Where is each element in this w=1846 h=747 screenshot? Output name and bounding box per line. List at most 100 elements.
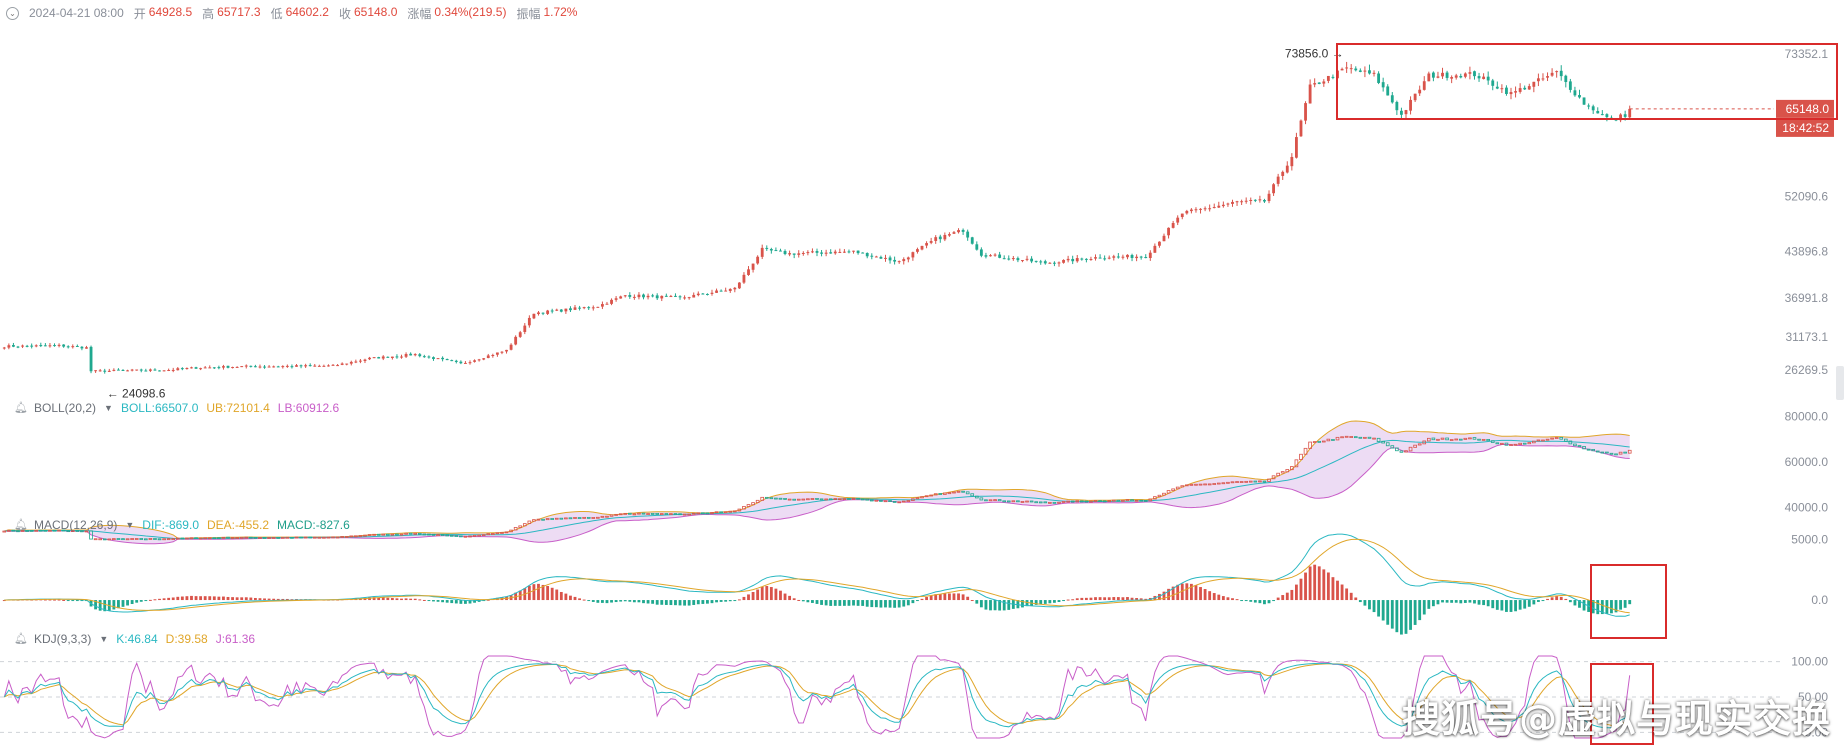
boll-candle bbox=[358, 535, 363, 537]
macd-bar bbox=[546, 586, 550, 601]
macd-bar bbox=[231, 597, 234, 601]
candle-body bbox=[1619, 114, 1623, 121]
candle-body bbox=[555, 309, 559, 311]
macd-bar bbox=[1281, 595, 1285, 601]
macd-bar bbox=[199, 596, 203, 601]
boll-candle bbox=[221, 536, 226, 539]
candle-body bbox=[1390, 95, 1394, 103]
macd-bar bbox=[240, 597, 244, 601]
candle-body bbox=[1240, 201, 1244, 203]
boll-candle bbox=[933, 493, 938, 496]
axis-tick-label: 100.00 bbox=[1791, 655, 1828, 669]
candle-body bbox=[1011, 258, 1015, 260]
macd-bar bbox=[623, 600, 627, 602]
candle-body bbox=[1463, 73, 1467, 77]
macd-bar bbox=[1208, 591, 1212, 601]
kdj-panel bbox=[3, 655, 1631, 739]
macd-bar bbox=[235, 597, 239, 601]
boll-candle bbox=[1317, 440, 1322, 443]
bell-icon[interactable]: 🔔︎ bbox=[14, 633, 28, 645]
boll-candle bbox=[1408, 446, 1413, 452]
candle-body bbox=[418, 354, 422, 357]
boll-candle bbox=[952, 491, 956, 494]
macd-bar bbox=[1126, 597, 1129, 601]
candle-body bbox=[952, 232, 956, 234]
boll-candle bbox=[1175, 486, 1180, 490]
candle-body bbox=[121, 369, 125, 371]
boll-candle bbox=[80, 530, 84, 533]
macd-bar bbox=[1345, 588, 1349, 601]
bell-icon[interactable]: 🔔︎ bbox=[14, 402, 28, 414]
dropdown-icon[interactable]: ▼ bbox=[104, 403, 113, 413]
macd-bar bbox=[190, 595, 193, 601]
side-scroll-handle[interactable] bbox=[1836, 366, 1844, 400]
macd-bar bbox=[550, 587, 554, 601]
macd-bar bbox=[865, 600, 869, 607]
axis-tick-label: 60000.0 bbox=[1785, 455, 1829, 469]
boll-candle bbox=[815, 497, 819, 500]
boll-candle bbox=[500, 532, 504, 534]
macd-bar bbox=[637, 600, 641, 603]
candle-body bbox=[1121, 256, 1125, 258]
candle-body bbox=[217, 367, 221, 369]
boll-candle bbox=[1486, 439, 1490, 442]
macd-legend: 🔔︎ MACD(12,26,9) ▼ DIF:-869.0 DEA:-455.2… bbox=[14, 518, 350, 532]
macd-bar bbox=[43, 599, 47, 601]
boll-candle bbox=[1445, 437, 1449, 441]
macd-bar bbox=[1043, 600, 1047, 604]
candle-body bbox=[975, 244, 979, 250]
candle-body bbox=[354, 361, 358, 363]
macd-bar bbox=[559, 591, 563, 601]
macd-bar bbox=[57, 599, 61, 601]
boll-candle bbox=[61, 529, 66, 532]
candle-body bbox=[1623, 114, 1627, 117]
boll-candle bbox=[130, 538, 134, 540]
macd-bar bbox=[281, 598, 285, 601]
candle-body bbox=[203, 367, 207, 369]
macd-bar bbox=[1217, 594, 1221, 601]
boll-candle bbox=[1591, 449, 1596, 452]
collapse-chevron-icon[interactable]: ⌄ bbox=[6, 6, 19, 20]
macd-bar bbox=[176, 596, 180, 601]
candle-body bbox=[450, 360, 454, 362]
kdj-name[interactable]: KDJ(9,3,3) bbox=[34, 632, 92, 646]
highlight-box-kdj bbox=[1590, 663, 1654, 745]
candle-body bbox=[359, 360, 362, 362]
macd-bar bbox=[459, 600, 463, 604]
dropdown-icon[interactable]: ▼ bbox=[99, 634, 109, 644]
macd-name[interactable]: MACD(12,26,9) bbox=[34, 518, 118, 532]
dropdown-icon[interactable]: ▼ bbox=[125, 520, 135, 530]
boll-candle bbox=[938, 493, 943, 495]
macd-bar bbox=[628, 600, 632, 602]
candle-body bbox=[473, 360, 476, 362]
macd-bar bbox=[555, 589, 559, 601]
boll-candle bbox=[906, 500, 911, 502]
boll-candle bbox=[1043, 501, 1048, 504]
boll-candle bbox=[1595, 450, 1600, 453]
candle-body bbox=[413, 354, 417, 356]
boll-candle bbox=[1554, 437, 1559, 439]
candle-body bbox=[1217, 205, 1221, 208]
bell-icon[interactable]: 🔔︎ bbox=[14, 519, 28, 531]
macd-dif: DIF:-869.0 bbox=[142, 518, 199, 532]
candle-body bbox=[788, 253, 792, 255]
candle-body bbox=[728, 288, 732, 291]
boll-candle bbox=[107, 538, 112, 541]
macd-bar bbox=[1048, 600, 1052, 604]
boll-candle bbox=[477, 534, 481, 537]
boll-candle bbox=[148, 538, 153, 540]
candle-body bbox=[249, 365, 253, 367]
boll-ub: UB:72101.4 bbox=[206, 401, 270, 415]
boll-candle bbox=[974, 495, 979, 499]
boll-candle bbox=[810, 498, 815, 500]
candle-body bbox=[852, 250, 855, 252]
macd-bar bbox=[1591, 600, 1595, 614]
boll-candle bbox=[335, 536, 340, 539]
macd-bar bbox=[386, 597, 390, 601]
boll-name[interactable]: BOLL(20,2) bbox=[34, 401, 97, 415]
boll-candle bbox=[125, 538, 130, 541]
macd-bar bbox=[751, 592, 755, 601]
boll-candle bbox=[1513, 443, 1518, 446]
boll-candle bbox=[728, 510, 733, 513]
